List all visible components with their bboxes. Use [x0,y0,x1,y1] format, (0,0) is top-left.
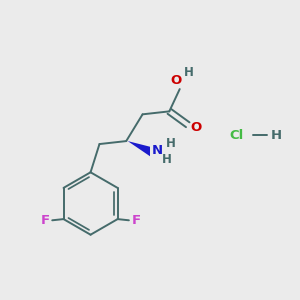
Text: O: O [190,121,202,134]
Text: O: O [170,74,182,87]
Text: N: N [151,144,162,158]
Polygon shape [128,141,150,156]
Text: F: F [40,214,50,227]
Text: H: H [271,129,282,142]
Text: H: H [184,66,194,79]
Text: H: H [166,137,176,150]
Text: F: F [131,214,141,227]
Text: H: H [161,153,171,166]
Text: Cl: Cl [229,129,243,142]
